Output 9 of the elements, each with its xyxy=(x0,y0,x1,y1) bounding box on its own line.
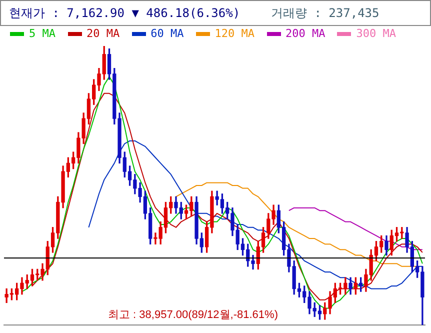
legend-label: 200 MA xyxy=(284,27,326,40)
text: 거래량 : 237,435 xyxy=(271,5,380,22)
annotation: 최고 : 38,957.00(89/12월,-81.61%) xyxy=(108,309,278,322)
legend-label: 300 MA xyxy=(355,27,396,40)
legend-label: 120 MA xyxy=(214,27,254,40)
text: 현재가 : 7,162.90 ▼ 486.18(6.36%) xyxy=(9,5,240,22)
legend-label: 20 MA xyxy=(86,27,120,40)
legend-label: 60 MA xyxy=(150,27,184,40)
legend-label: 5 MA xyxy=(28,27,56,40)
